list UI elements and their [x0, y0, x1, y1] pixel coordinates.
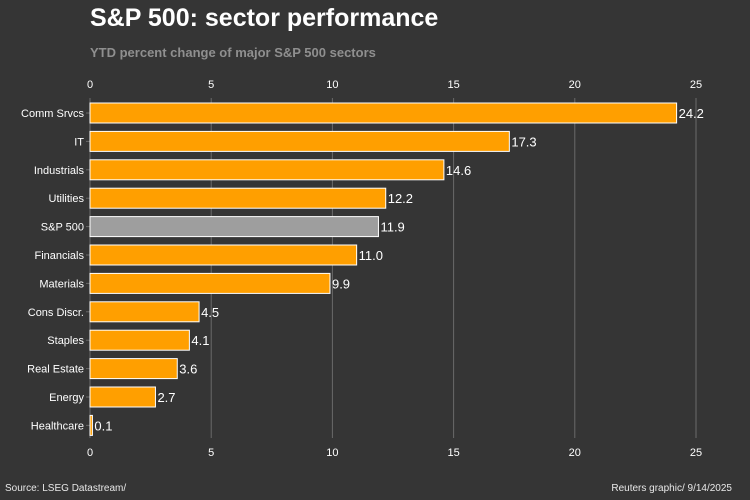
x-tick-label-top: 0 [87, 79, 93, 91]
bar [89, 130, 510, 152]
bar [89, 414, 93, 436]
chart-title: S&P 500: sector performance [90, 4, 439, 32]
bar [89, 272, 331, 294]
category-label: Industrials [34, 165, 85, 177]
x-tick-label-bottom: 15 [447, 447, 459, 459]
value-label: 4.5 [201, 305, 219, 320]
value-label: 2.7 [157, 390, 175, 405]
value-label: 12.2 [388, 191, 413, 206]
x-tick-label-top: 25 [690, 79, 702, 91]
x-tick-label-bottom: 25 [690, 447, 702, 459]
category-label: Comm Srvcs [21, 108, 84, 120]
category-label: Cons Discr. [28, 307, 84, 319]
category-label: Financials [34, 250, 84, 262]
value-label: 3.6 [179, 362, 197, 377]
category-label: Materials [39, 278, 84, 290]
value-label: 14.6 [446, 163, 471, 178]
category-label: IT [74, 136, 84, 148]
value-label: 0.1 [94, 418, 112, 433]
value-label: 24.2 [679, 106, 704, 121]
bar [89, 102, 678, 124]
category-label: Energy [49, 392, 84, 404]
bar [89, 244, 358, 266]
x-tick-label-top: 20 [569, 79, 581, 91]
x-tick-label-bottom: 20 [569, 447, 581, 459]
x-tick-label-bottom: 0 [87, 447, 93, 459]
chart-subtitle: YTD percent change of major S&P 500 sect… [90, 45, 376, 60]
credit-note: Reuters graphic/ 9/14/2025 [611, 483, 732, 494]
category-label: Utilities [49, 193, 85, 205]
source-note: Source: LSEG Datastream/ [5, 483, 127, 494]
category-label: Staples [47, 335, 84, 347]
x-tick-label-bottom: 5 [208, 447, 214, 459]
x-tick-label-top: 15 [447, 79, 459, 91]
x-tick-label-bottom: 10 [326, 447, 338, 459]
bar [89, 386, 156, 408]
bar [89, 159, 445, 181]
x-tick-label-top: 5 [208, 79, 214, 91]
category-label: S&P 500 [41, 222, 84, 234]
category-label: Real Estate [27, 364, 84, 376]
bar [89, 301, 200, 323]
bar [89, 329, 190, 351]
bar [89, 358, 178, 380]
value-label: 11.9 [380, 220, 404, 235]
value-label: 17.3 [511, 134, 536, 149]
category-label: Healthcare [31, 420, 84, 432]
value-label: 4.1 [191, 333, 209, 348]
value-label: 9.9 [332, 276, 350, 291]
bar [89, 187, 387, 209]
value-label: 11.0 [359, 248, 383, 263]
bar [89, 216, 379, 238]
x-tick-label-top: 10 [326, 79, 338, 91]
